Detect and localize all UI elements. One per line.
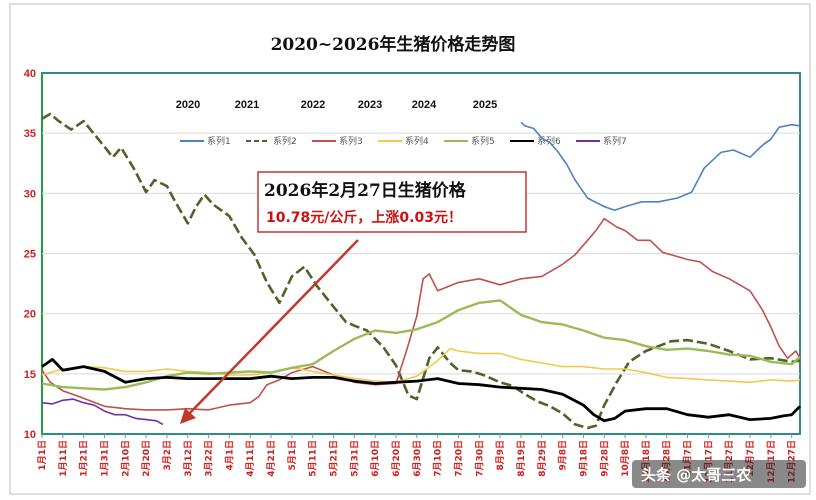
annotation-detail: 10.78元/公斤，上涨0.03元！ <box>266 209 462 226</box>
x-tick-label: 10月8日 <box>620 440 631 477</box>
y-tick-label: 25 <box>24 249 36 261</box>
legend: 系列1 系列2 系列3 系列4 系列5 系列6 系列7 <box>180 135 627 147</box>
x-tick-label: 6月20日 <box>391 440 402 477</box>
x-tick-label: 4月11日 <box>245 440 256 477</box>
series-line-6 <box>41 357 801 423</box>
x-tick-label: 5月1日 <box>287 440 298 471</box>
year-label: 2021 <box>235 99 259 111</box>
x-tick-label: 1月11日 <box>58 440 69 477</box>
watermark: 头条 @太哥三农 <box>632 460 806 488</box>
x-tick-label: 5月11日 <box>308 440 319 477</box>
y-tick-label: 20 <box>24 309 36 321</box>
x-tick-label: 8月19日 <box>516 440 527 477</box>
watermark-bg <box>632 460 806 488</box>
grid <box>42 132 800 375</box>
y-tick-label: 40 <box>24 68 36 80</box>
chart-border <box>9 3 811 495</box>
year-label: 2020 <box>176 99 200 111</box>
y-tick-label: 15 <box>24 369 36 381</box>
series-lines <box>41 112 801 430</box>
x-tick-label: 9月8日 <box>558 440 569 471</box>
x-tick-label: 8月29日 <box>537 440 548 477</box>
x-tick-label: 1月21日 <box>79 440 90 477</box>
x-tick-label: 9月28日 <box>599 440 610 477</box>
annotation-box <box>257 171 527 233</box>
x-tick-label: 5月21日 <box>329 440 340 477</box>
x-tick-label: 4月21日 <box>266 440 277 477</box>
x-tick-label: 1月31日 <box>99 440 110 477</box>
year-label: 2025 <box>473 99 497 111</box>
x-tick-label: 4月1日 <box>224 440 235 471</box>
x-tick-label: 3月12日 <box>183 440 194 477</box>
series-line-3 <box>41 217 801 411</box>
x-tick-label: 8月9日 <box>495 440 506 471</box>
y-tick-label: 30 <box>24 188 36 200</box>
x-tick-label: 7月10日 <box>433 440 444 477</box>
year-label: 2022 <box>301 99 325 111</box>
chart-title: 2020~2026年生猪价格走势图 <box>271 34 516 55</box>
x-tick-label: 5月31日 <box>349 440 360 477</box>
legend-item: 系列4 <box>405 135 429 147</box>
x-tick-label: 11月7日 <box>683 440 694 477</box>
series-line-1 <box>520 121 801 211</box>
x-tick-label: 6月30日 <box>412 440 423 477</box>
series-line-4 <box>41 347 801 384</box>
year-labels: 2020 2021 2022 2023 2024 2025 <box>176 99 497 111</box>
legend-item: 系列1 <box>207 135 231 147</box>
y-tick-label: 35 <box>24 128 36 140</box>
series-line-7 <box>41 398 164 426</box>
legend-item: 系列7 <box>603 135 627 147</box>
x-tick-label: 3月22日 <box>204 440 215 477</box>
legend-item: 系列3 <box>339 135 363 147</box>
y-tick-label: 10 <box>24 429 36 441</box>
x-tick-label: 6月10日 <box>370 440 381 477</box>
watermark-text: 头条 @太哥三农 <box>641 466 751 484</box>
series-line-2 <box>41 112 801 430</box>
x-tick-label: 9月18日 <box>578 440 589 477</box>
year-label: 2024 <box>412 99 437 111</box>
x-tick-label: 1月1日 <box>37 440 48 471</box>
annotation-title: 2026年2月27日生猪价格 <box>264 180 467 201</box>
legend-item: 系列5 <box>471 135 495 147</box>
legend-item: 系列2 <box>273 135 297 147</box>
year-label: 2023 <box>358 99 382 111</box>
annotation-arrow-line <box>186 239 359 417</box>
x-tick-label: 2月20日 <box>141 440 152 477</box>
annotation-callout: 2026年2月27日生猪价格 10.78元/公斤，上涨0.03元！ <box>180 171 527 424</box>
x-tick-label: 3月2日 <box>162 440 173 471</box>
x-tick-label: 12月7日 <box>745 440 756 477</box>
series-line-5 <box>41 299 801 391</box>
x-tick-label: 2月10日 <box>120 440 131 477</box>
x-tick-label: 7月30日 <box>474 440 485 477</box>
x-tick-label: 7月20日 <box>453 440 464 477</box>
y-tick-labels: 10 15 20 25 30 35 40 <box>24 68 36 441</box>
annotation-arrow-head <box>180 408 196 424</box>
